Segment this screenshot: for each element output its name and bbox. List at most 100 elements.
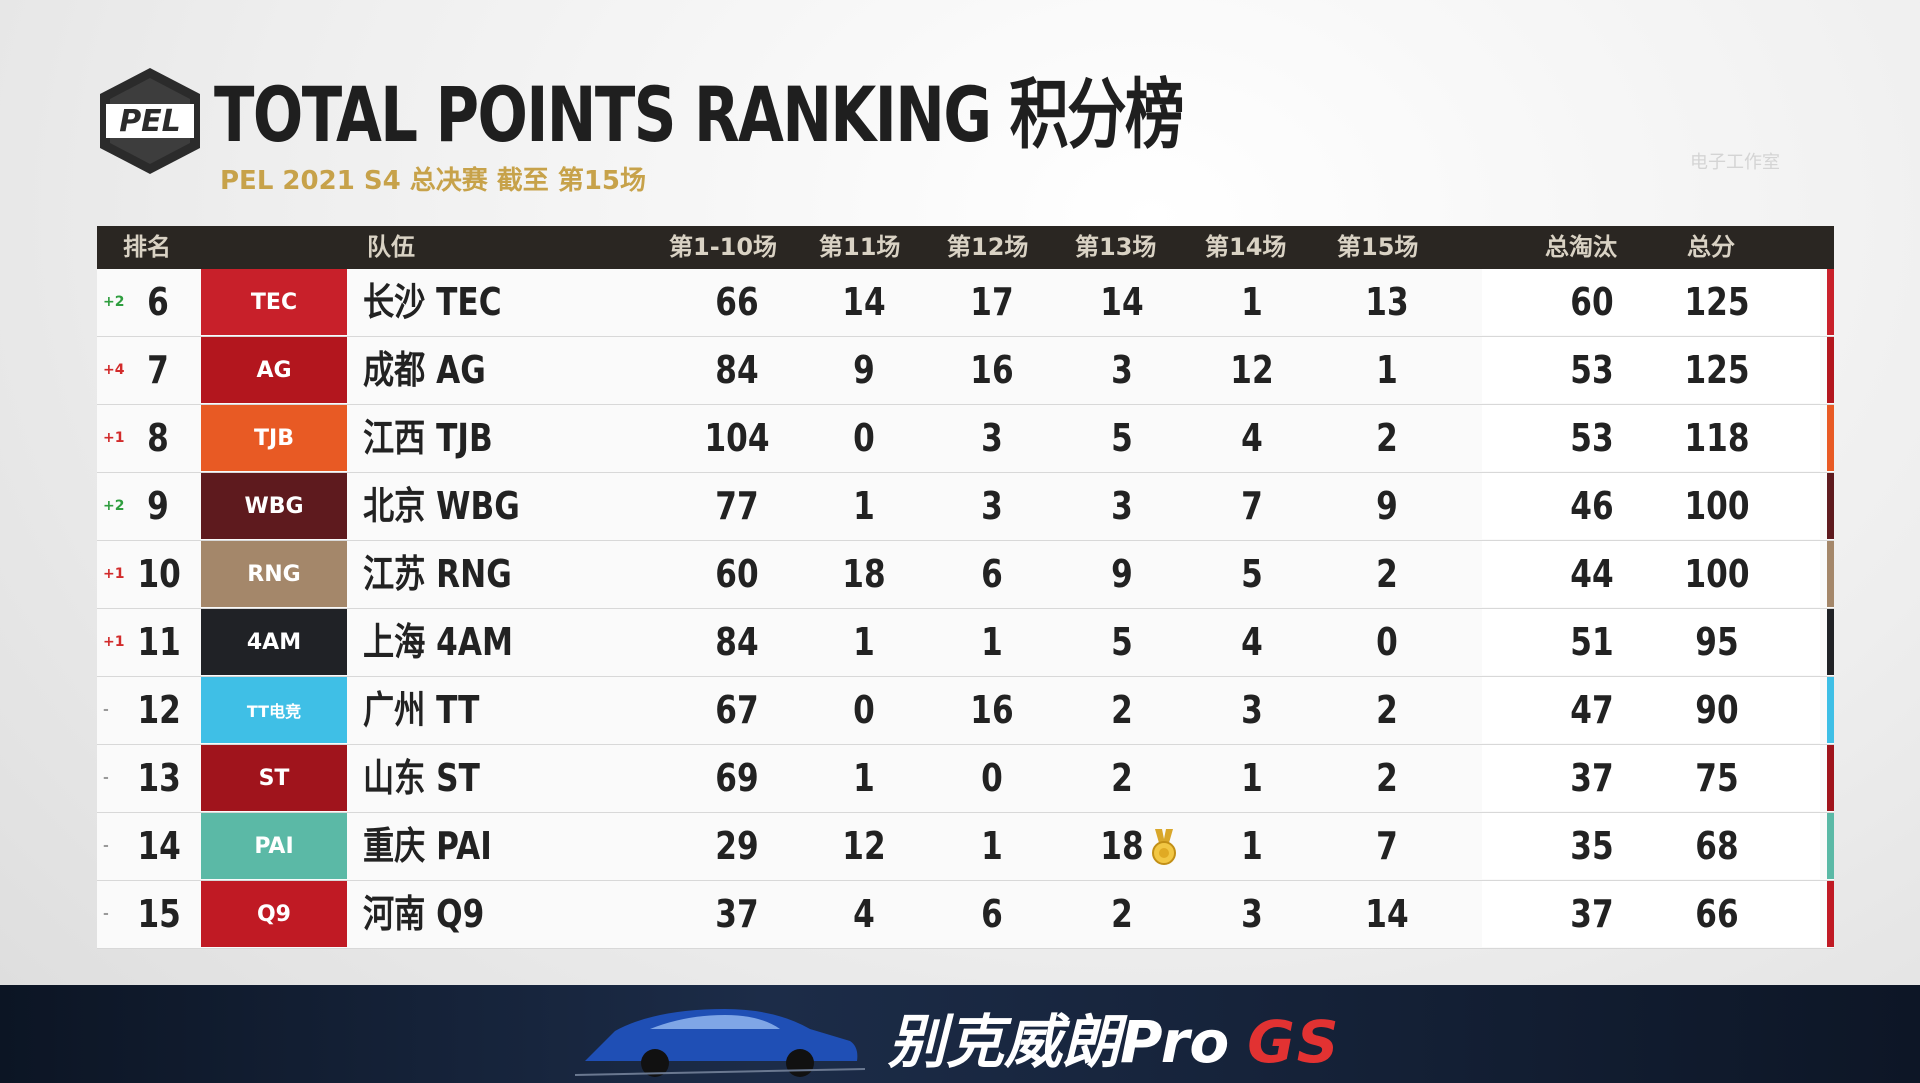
team-color-accent — [1827, 813, 1834, 879]
total-points: 75 — [1695, 756, 1739, 800]
team-name: 河南 Q9 — [363, 892, 485, 936]
points-m13: 5 — [1111, 416, 1133, 460]
page-title: TOTAL POINTS RANKING 积分榜 — [214, 70, 1184, 159]
points-m14: 3 — [1241, 892, 1263, 936]
team-logo-text: RNG — [247, 561, 301, 587]
table-body: +2 6 TEC 长沙 TEC 66 14 17 14 1 13 60 125 … — [97, 269, 1834, 949]
col-elims: 总淘汰 — [1545, 233, 1617, 261]
points-m14: 3 — [1241, 688, 1263, 732]
rank: 15 — [137, 892, 181, 936]
points-m11: 14 — [842, 280, 886, 324]
team-logo-text: 4AM — [246, 629, 302, 655]
total-points: 125 — [1684, 348, 1750, 392]
total-points: 125 — [1684, 280, 1750, 324]
points-m12: 16 — [970, 688, 1014, 732]
points-m1-10: 37 — [715, 892, 759, 936]
points-m13: 14 — [1100, 280, 1144, 324]
team-logo: TEC — [201, 269, 347, 335]
logo-text: PEL — [119, 104, 181, 139]
points-m11: 0 — [853, 416, 875, 460]
points-m15: 7 — [1376, 824, 1398, 868]
col-total: 总分 — [1687, 233, 1735, 261]
points-m15: 2 — [1376, 416, 1398, 460]
total-elims: 51 — [1570, 620, 1614, 664]
team-color-accent — [1827, 269, 1834, 335]
points-m11: 12 — [842, 824, 886, 868]
points-m1-10: 84 — [715, 620, 759, 664]
table-row: +1 11 4AM 上海 4AM 84 1 1 5 4 0 51 95 — [97, 609, 1834, 677]
points-m15: 2 — [1376, 552, 1398, 596]
rank-change: +2 — [103, 498, 125, 514]
points-m12: 1 — [981, 824, 1003, 868]
points-m11: 1 — [853, 484, 875, 528]
points-m11: 4 — [853, 892, 875, 936]
points-m14: 7 — [1241, 484, 1263, 528]
rank-change: +1 — [103, 430, 125, 446]
total-points: 100 — [1684, 552, 1750, 596]
team-color-accent — [1827, 745, 1834, 811]
header: PEL TOTAL POINTS RANKING 积分榜 PEL 2021 S4… — [96, 62, 1696, 196]
points-m12: 3 — [981, 484, 1003, 528]
points-m1-10: 60 — [715, 552, 759, 596]
team-logo: PAI — [201, 813, 347, 879]
rank-change: +1 — [103, 566, 125, 582]
total-block — [1482, 405, 1820, 471]
rank: 8 — [147, 416, 169, 460]
points-m12: 0 — [981, 756, 1003, 800]
col-m14: 第14场 — [1205, 233, 1287, 261]
points-m12: 1 — [981, 620, 1003, 664]
total-elims: 53 — [1570, 416, 1614, 460]
team-logo: ST — [201, 745, 347, 811]
points-m14: 1 — [1241, 280, 1263, 324]
team-name: 北京 WBG — [363, 484, 520, 528]
team-color-accent — [1827, 609, 1834, 675]
points-m13: 2 — [1111, 756, 1133, 800]
points-m14: 1 — [1241, 824, 1263, 868]
total-points: 118 — [1684, 416, 1750, 460]
team-logo: WBG — [201, 473, 347, 539]
team-logo: 4AM — [201, 609, 347, 675]
points-m11: 18 — [842, 552, 886, 596]
team-name: 山东 ST — [363, 756, 480, 800]
rank: 7 — [147, 348, 169, 392]
team-name: 江苏 RNG — [363, 552, 512, 596]
table-header: 排名 队伍 第1-10场 第11场 第12场 第13场 第14场 第15场 总淘… — [97, 226, 1834, 269]
points-m13: 2 — [1111, 688, 1133, 732]
total-block — [1482, 881, 1820, 947]
points-m13: 5 — [1111, 620, 1133, 664]
team-name: 成都 AG — [363, 348, 486, 392]
points-m15: 14 — [1365, 892, 1409, 936]
total-elims: 37 — [1570, 756, 1614, 800]
car-icon — [575, 1009, 865, 1077]
total-elims: 35 — [1570, 824, 1614, 868]
team-logo: AG — [201, 337, 347, 403]
team-color-accent — [1827, 405, 1834, 471]
total-elims: 37 — [1570, 892, 1614, 936]
team-logo: TT电竞 — [201, 677, 347, 743]
points-m12: 6 — [981, 892, 1003, 936]
points-m12: 6 — [981, 552, 1003, 596]
table-row: - 14 PAI 重庆 PAI 29 12 1 18 1 7 35 68 — [97, 813, 1834, 881]
points-m13: 2 — [1111, 892, 1133, 936]
points-m15: 1 — [1376, 348, 1398, 392]
col-m1-10: 第1-10场 — [669, 233, 778, 261]
total-points: 68 — [1695, 824, 1739, 868]
watermark: 电子工作室 — [1690, 152, 1780, 173]
points-m1-10: 84 — [715, 348, 759, 392]
points-m15: 2 — [1376, 756, 1398, 800]
page-subtitle: PEL 2021 S4 总决赛 截至 第15场 — [220, 166, 647, 196]
total-block — [1482, 745, 1820, 811]
table-row: +1 8 TJB 江西 TJB 104 0 3 5 4 2 53 118 — [97, 405, 1834, 473]
team-color-accent — [1827, 677, 1834, 743]
total-block — [1482, 473, 1820, 539]
points-m12: 3 — [981, 416, 1003, 460]
points-m14: 4 — [1241, 416, 1263, 460]
col-m15: 第15场 — [1337, 233, 1419, 261]
total-points: 90 — [1695, 688, 1739, 732]
rank: 14 — [137, 824, 181, 868]
pel-logo-icon: PEL — [100, 68, 200, 174]
table-row: +4 7 AG 成都 AG 84 9 16 3 12 1 53 125 — [97, 337, 1834, 405]
points-m12: 16 — [970, 348, 1014, 392]
team-color-accent — [1827, 337, 1834, 403]
rank-change: - — [103, 702, 109, 718]
